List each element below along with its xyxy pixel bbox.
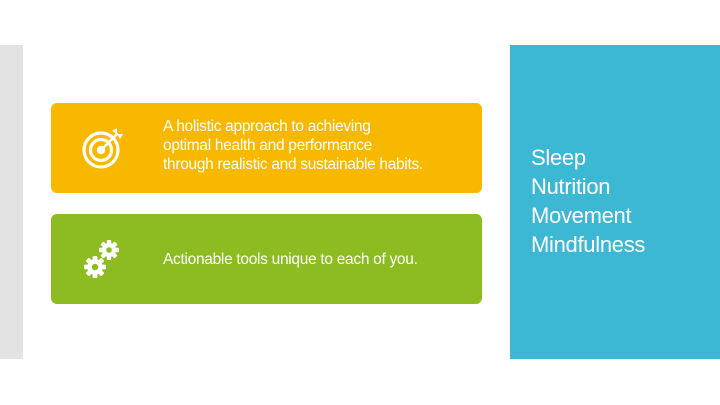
- topic-item-movement: Movement: [531, 203, 632, 228]
- topic-item-sleep: Sleep: [531, 145, 586, 170]
- card-text-line: Actionable tools unique to each of you.: [163, 251, 418, 268]
- gears-icon: [81, 237, 125, 281]
- card-holistic-approach: A holistic approach to achieving optimal…: [51, 103, 482, 193]
- left-accent-bar: [0, 45, 23, 359]
- target-icon: [81, 126, 125, 170]
- side-panel: Sleep Nutrition Movement Mindfulness: [510, 45, 720, 359]
- card-text-line: A holistic approach to achieving: [163, 118, 371, 135]
- card-text-line: optimal health and performance: [163, 137, 372, 154]
- card-text: Actionable tools unique to each of you.: [163, 250, 474, 269]
- card-text-line: through realistic and sustainable habits…: [163, 156, 423, 173]
- topic-item-mindfulness: Mindfulness: [531, 232, 646, 257]
- card-actionable-tools: Actionable tools unique to each of you.: [51, 214, 482, 304]
- topic-item-nutrition: Nutrition: [531, 174, 611, 199]
- card-text: A holistic approach to achieving optimal…: [163, 117, 474, 174]
- topic-list: Sleep Nutrition Movement Mindfulness: [531, 143, 645, 259]
